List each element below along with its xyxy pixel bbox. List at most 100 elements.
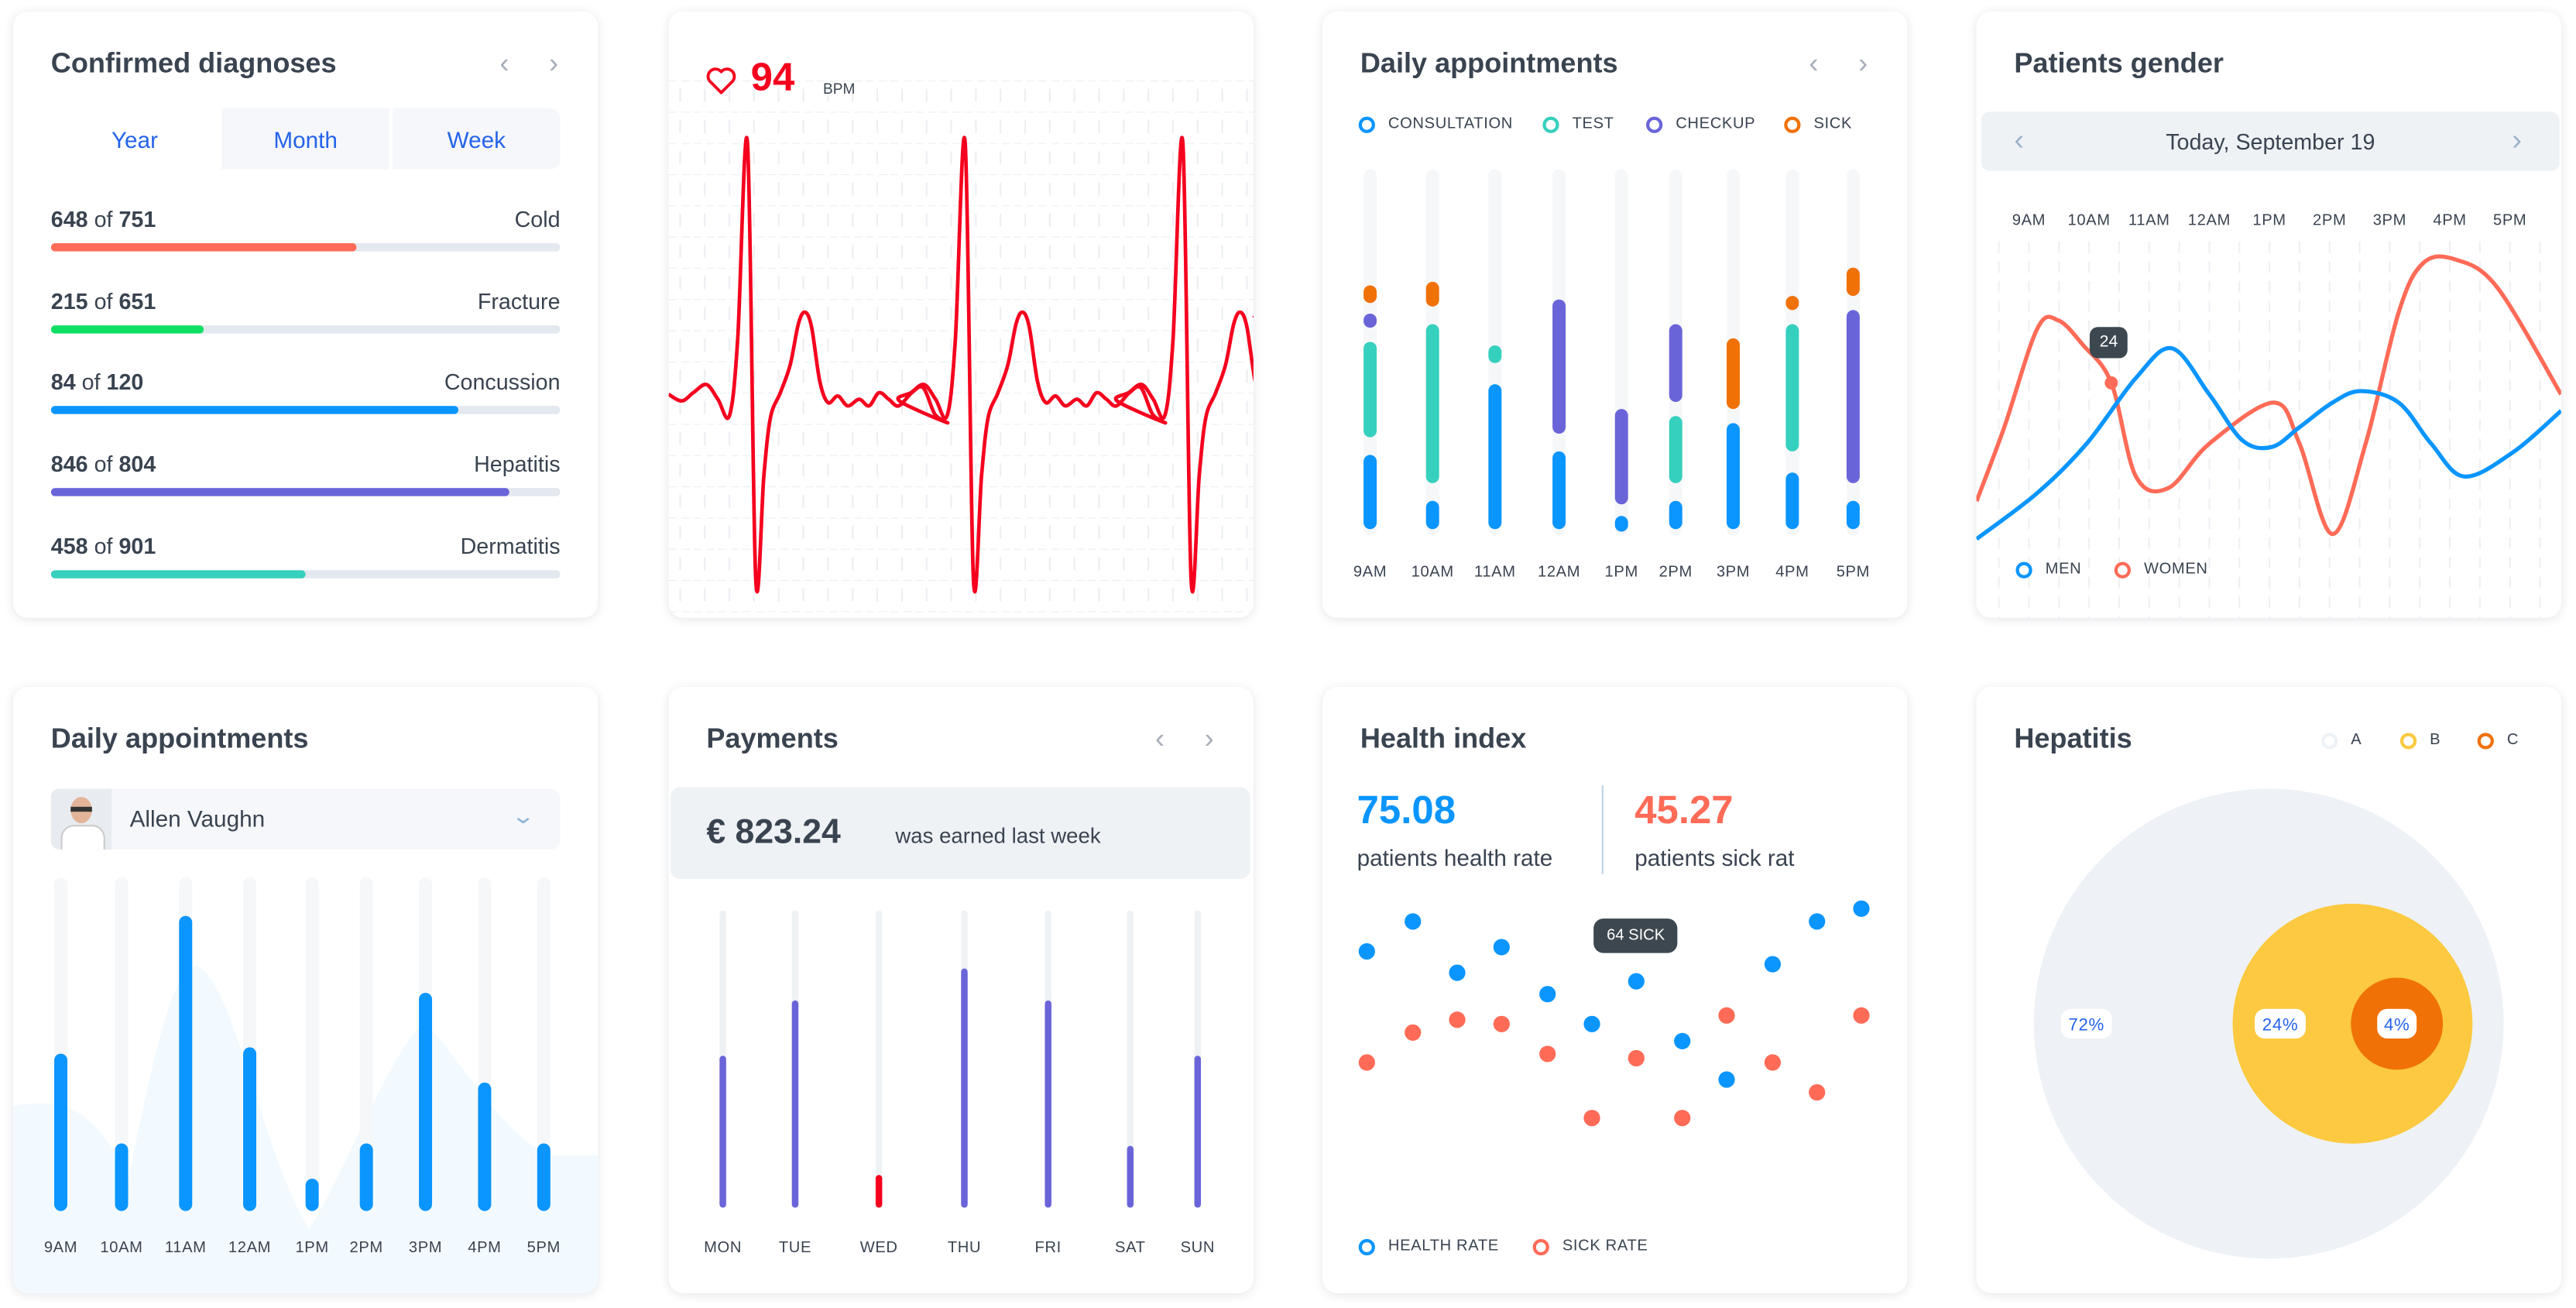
x-tick-label: 5PM xyxy=(2493,212,2526,229)
x-tick-label: 12AM xyxy=(1538,564,1580,581)
x-tick-label: 1PM xyxy=(1605,564,1638,581)
x-tick-label: 4PM xyxy=(1775,564,1809,581)
chevron-right-icon[interactable]: › xyxy=(1858,47,1868,79)
chevron-right-icon[interactable]: › xyxy=(2512,123,2522,156)
legend-c: C xyxy=(2477,731,2519,750)
count-value: 458 xyxy=(50,534,88,558)
chevron-left-icon[interactable]: ‹ xyxy=(499,47,509,79)
tooltip: 24 xyxy=(2089,327,2128,359)
card-title: Payments xyxy=(706,723,839,754)
heart-rate-card: 94 BPM xyxy=(668,11,1254,618)
legend-b: B xyxy=(2399,731,2441,750)
payments-amount: € 823.24 xyxy=(706,813,841,852)
chevron-right-icon[interactable]: › xyxy=(1204,723,1214,754)
x-tick-label: 1PM xyxy=(295,1239,328,1256)
legend-label: HEALTH RATE xyxy=(1387,1237,1499,1256)
x-tick-label: 2PM xyxy=(349,1239,382,1256)
health-index-card: Health index 75.08 patients health rate … xyxy=(1322,686,1908,1293)
x-tick-label: 1PM xyxy=(2252,212,2286,229)
count-total: 901 xyxy=(118,534,156,558)
x-tick-label: 11AM xyxy=(165,1239,207,1256)
chevron-right-icon[interactable]: › xyxy=(549,47,559,79)
count-value: 84 xyxy=(50,370,76,396)
x-tick-label: 3PM xyxy=(2373,212,2406,229)
x-tick-label: 12AM xyxy=(228,1239,271,1256)
doctor-avatar xyxy=(50,788,112,850)
chevron-left-icon[interactable]: ‹ xyxy=(1809,47,1819,79)
diagnosis-label: Fracture xyxy=(477,288,561,314)
x-tick-label: 10AM xyxy=(1411,564,1454,581)
health-rate-label: patients health rate xyxy=(1357,844,1553,871)
legend-label: A xyxy=(2351,731,2362,750)
legend-sick: SICK xyxy=(1784,115,1852,133)
count-value: 215 xyxy=(50,288,88,314)
legend-women: WOMEN xyxy=(2114,561,2208,578)
test-legend-icon xyxy=(1542,115,1559,132)
label-pill xyxy=(2255,1008,2306,1039)
sick-rate-point xyxy=(1674,1110,1691,1127)
legend-label: C xyxy=(2506,731,2519,750)
x-tick-label: 2PM xyxy=(1659,564,1693,581)
chevron-left-icon[interactable]: ‹ xyxy=(1154,723,1165,754)
sick-rate-point xyxy=(1718,1007,1735,1024)
legend-sick-rate: SICK RATE xyxy=(1532,1238,1648,1255)
date-selector: ‹ Today, September 19 › xyxy=(1981,112,2560,171)
data-label: 24% xyxy=(2262,1014,2298,1034)
count-of: of xyxy=(94,534,113,558)
payments-card: Payments ‹ › € 823.24 was earned last we… xyxy=(668,686,1254,1293)
diagnosis-label: Cold xyxy=(514,207,561,232)
card-title: Health index xyxy=(1360,723,1527,754)
men-legend-icon xyxy=(2015,561,2032,578)
doctor-select[interactable]: Allen Vaughn ⌄ xyxy=(50,788,561,850)
x-tick-label: 10AM xyxy=(2067,212,2110,229)
x-tick-label: TUE xyxy=(779,1239,811,1256)
label-pill xyxy=(2060,1008,2112,1039)
sick-rate-point xyxy=(1539,1045,1556,1063)
legend-test: TEST xyxy=(1542,115,1614,133)
patients-gender-card: Patients gender ‹ Today, September 19 › … xyxy=(1976,11,2561,618)
count-total: 120 xyxy=(106,370,144,396)
count-total: 751 xyxy=(118,207,156,232)
tab-year[interactable]: Year xyxy=(50,108,219,170)
diagnosis-label: Dermatitis xyxy=(460,534,561,558)
progress-fill xyxy=(50,569,306,578)
x-tick-label: 4PM xyxy=(2433,212,2466,229)
legend-men: MEN xyxy=(2015,561,2081,578)
checkup-legend-icon xyxy=(1646,115,1663,132)
a-legend-icon xyxy=(2321,732,2338,749)
x-tick-label: 11AM xyxy=(1474,564,1516,581)
c-legend-icon xyxy=(2477,732,2494,749)
x-tick-label: 3PM xyxy=(409,1239,442,1256)
tab-week[interactable]: Week xyxy=(393,108,561,170)
diagnosis-count: 458 of 901 xyxy=(51,534,156,558)
x-tick-label: 11AM xyxy=(2128,212,2170,229)
progress-fill xyxy=(50,406,458,415)
health-rate-point xyxy=(1583,1015,1600,1032)
b-legend-icon xyxy=(2399,732,2417,749)
payments-caption: was earned last week xyxy=(895,823,1101,848)
chevron-left-icon[interactable]: ‹ xyxy=(2014,123,2025,156)
x-tick-label: 5PM xyxy=(1837,564,1870,581)
sick-rate-label: patients sick rat xyxy=(1634,844,1795,871)
x-tick-label: SUN xyxy=(1181,1239,1215,1256)
doctor-appointments-card: Daily appointments Allen Vaughn ⌄ 9AM 10A… xyxy=(12,686,599,1293)
card-title: Daily appointments xyxy=(50,723,309,754)
card-title: Confirmed diagnoses xyxy=(50,47,337,79)
x-tick-label: 9AM xyxy=(44,1239,77,1256)
count-of: of xyxy=(81,370,101,396)
doctor-name: Allen Vaughn xyxy=(129,805,266,832)
legend-health-rate: HEALTH RATE xyxy=(1358,1237,1499,1256)
sick-rate-point xyxy=(1853,1007,1870,1024)
tab-month[interactable]: Month xyxy=(221,108,389,170)
legend-label: TEST xyxy=(1572,115,1614,133)
health-rate-point xyxy=(1493,939,1510,956)
tooltip: 64 SICK xyxy=(1593,918,1679,953)
x-tick-label: 9AM xyxy=(2012,212,2046,229)
legend-checkup: CHECKUP xyxy=(1646,115,1755,133)
x-tick-label: MON xyxy=(704,1239,742,1256)
legend-consultation: CONSULTATION xyxy=(1358,115,1513,133)
data-label: 72% xyxy=(2068,1014,2104,1034)
women-line xyxy=(1976,254,2561,537)
sick-legend-icon xyxy=(1784,115,1801,132)
x-tick-label: 12AM xyxy=(2188,212,2231,229)
